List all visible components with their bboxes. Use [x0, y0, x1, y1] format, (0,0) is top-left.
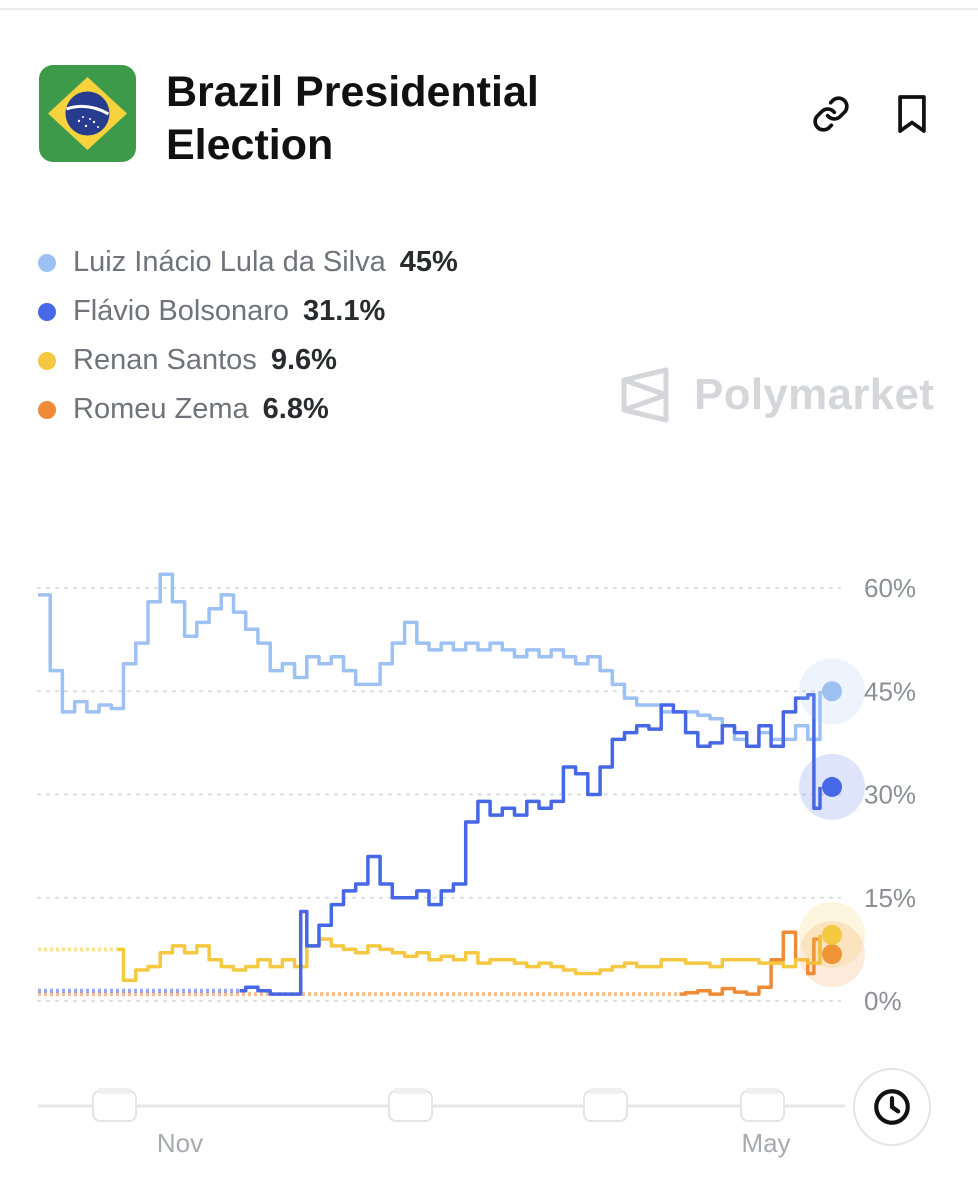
brazil-flag-icon	[39, 65, 136, 162]
series-line-romeu-zema	[679, 930, 822, 996]
end-point-fl-vio-bolsonaro	[822, 776, 842, 797]
y-tick-label: 15%	[864, 883, 916, 913]
y-tick-label: 60%	[864, 573, 916, 603]
legend-swatch	[38, 351, 56, 370]
legend-value: 9.6%	[270, 344, 337, 376]
time-range-button[interactable]	[853, 1068, 931, 1146]
bookmark-icon	[898, 95, 926, 133]
chart-lines	[38, 572, 822, 997]
y-axis-labels: 60% 45% 30% 15% 0%	[864, 573, 916, 1016]
series-line-fl-vio-bolsonaro	[239, 692, 822, 996]
legend-value: 6.8%	[262, 393, 329, 425]
x-axis-labels: Nov May	[157, 1128, 791, 1158]
y-tick-label: 30%	[864, 780, 916, 810]
scrubber-handle[interactable]	[388, 1090, 433, 1122]
y-tick-label: 45%	[864, 676, 916, 706]
chart-end-markers	[799, 658, 865, 988]
end-point-luiz-in-cio-lula-da-silva	[822, 681, 842, 702]
watermark-text: Polymarket	[694, 370, 935, 419]
legend-value: 45%	[399, 246, 458, 278]
x-tick-label: Nov	[157, 1128, 203, 1158]
legend-label: Luiz Inácio Lula da Silva	[73, 246, 386, 278]
x-tick-label: May	[741, 1128, 790, 1158]
legend-item-santos: Renan Santos 9.6%	[38, 336, 458, 385]
chart-grid	[37, 587, 841, 1002]
end-point-renan-santos	[822, 924, 842, 945]
copy-link-button[interactable]	[809, 92, 853, 136]
link-icon	[813, 96, 849, 132]
legend-item-lula: Luiz Inácio Lula da Silva 45%	[38, 238, 458, 287]
legend-swatch	[38, 400, 56, 419]
time-scrubber	[38, 1088, 845, 1122]
end-point-romeu-zema	[822, 944, 842, 965]
legend-label: Romeu Zema	[73, 393, 249, 425]
legend-item-zema: Romeu Zema 6.8%	[38, 385, 458, 434]
legend-label: Renan Santos	[73, 344, 257, 376]
bookmark-button[interactable]	[890, 92, 934, 136]
legend-label: Flávio Bolsonaro	[73, 295, 289, 327]
series-line-renan-santos	[117, 934, 822, 983]
page-title: Brazil Presidential Election	[166, 68, 539, 169]
legend-swatch	[38, 253, 56, 272]
y-tick-label: 0%	[864, 986, 902, 1016]
scrubber-handle[interactable]	[583, 1090, 628, 1122]
legend-item-bolsonaro: Flávio Bolsonaro 31.1%	[38, 287, 458, 336]
flag-globe	[65, 91, 110, 136]
polymarket-watermark: Polymarket	[620, 366, 934, 424]
chart-legend: Luiz Inácio Lula da Silva 45% Flávio Bol…	[38, 238, 458, 434]
legend-value: 31.1%	[303, 295, 386, 327]
scrubber-handle[interactable]	[740, 1090, 785, 1122]
clock-icon	[874, 1089, 910, 1125]
polymarket-logo-icon	[621, 367, 669, 423]
scrubber-handle[interactable]	[92, 1090, 137, 1122]
top-divider	[0, 8, 978, 10]
legend-swatch	[38, 302, 56, 321]
series-line-luiz-in-cio-lula-da-silva	[38, 572, 822, 749]
price-chart: 60% 45% 30% 15% 0% Nov May	[37, 572, 916, 1158]
